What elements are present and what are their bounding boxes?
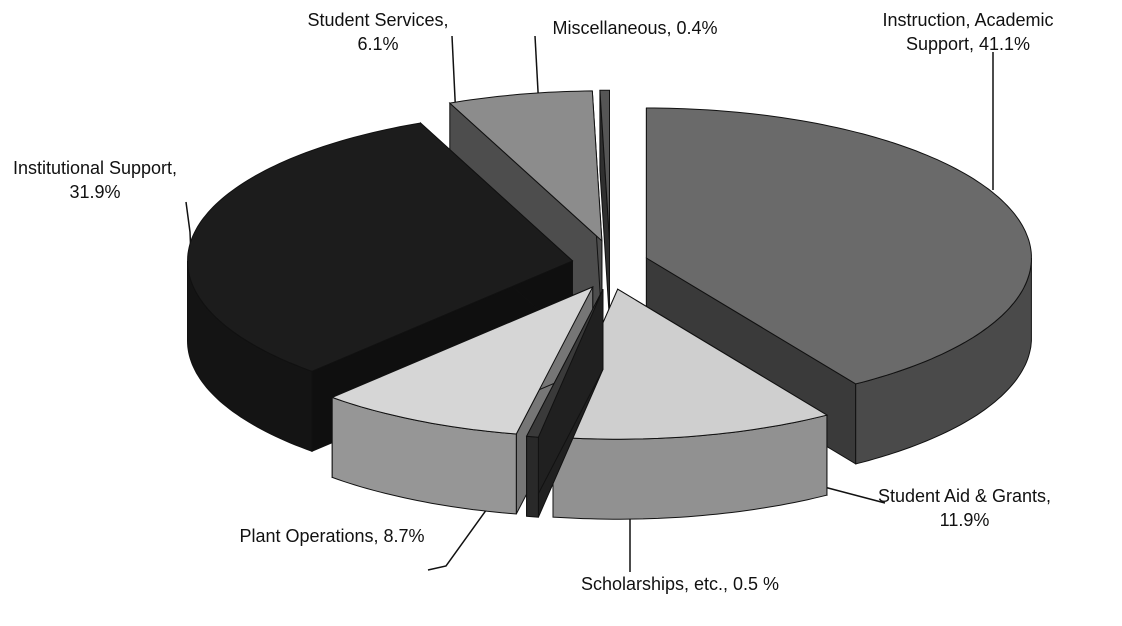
data-label: Student Services, 6.1% xyxy=(307,10,449,54)
data-label: Institutional Support, 31.9% xyxy=(12,158,178,202)
data-label: Scholarships, etc., 0.5 % xyxy=(580,574,780,594)
slice xyxy=(448,90,603,243)
slice xyxy=(599,89,610,241)
slice xyxy=(330,285,594,435)
slice-wall xyxy=(526,435,539,518)
data-label: Plant Operations, 8.7% xyxy=(239,526,425,546)
slice xyxy=(645,107,1032,385)
data-label: Miscellaneous, 0.4% xyxy=(552,18,718,38)
data-label: Instruction, Academic Support, 41.1% xyxy=(882,10,1054,54)
data-label: Student Aid & Grants, 11.9% xyxy=(877,486,1052,530)
slice xyxy=(187,122,574,372)
slice xyxy=(525,289,604,438)
slice xyxy=(552,288,829,440)
